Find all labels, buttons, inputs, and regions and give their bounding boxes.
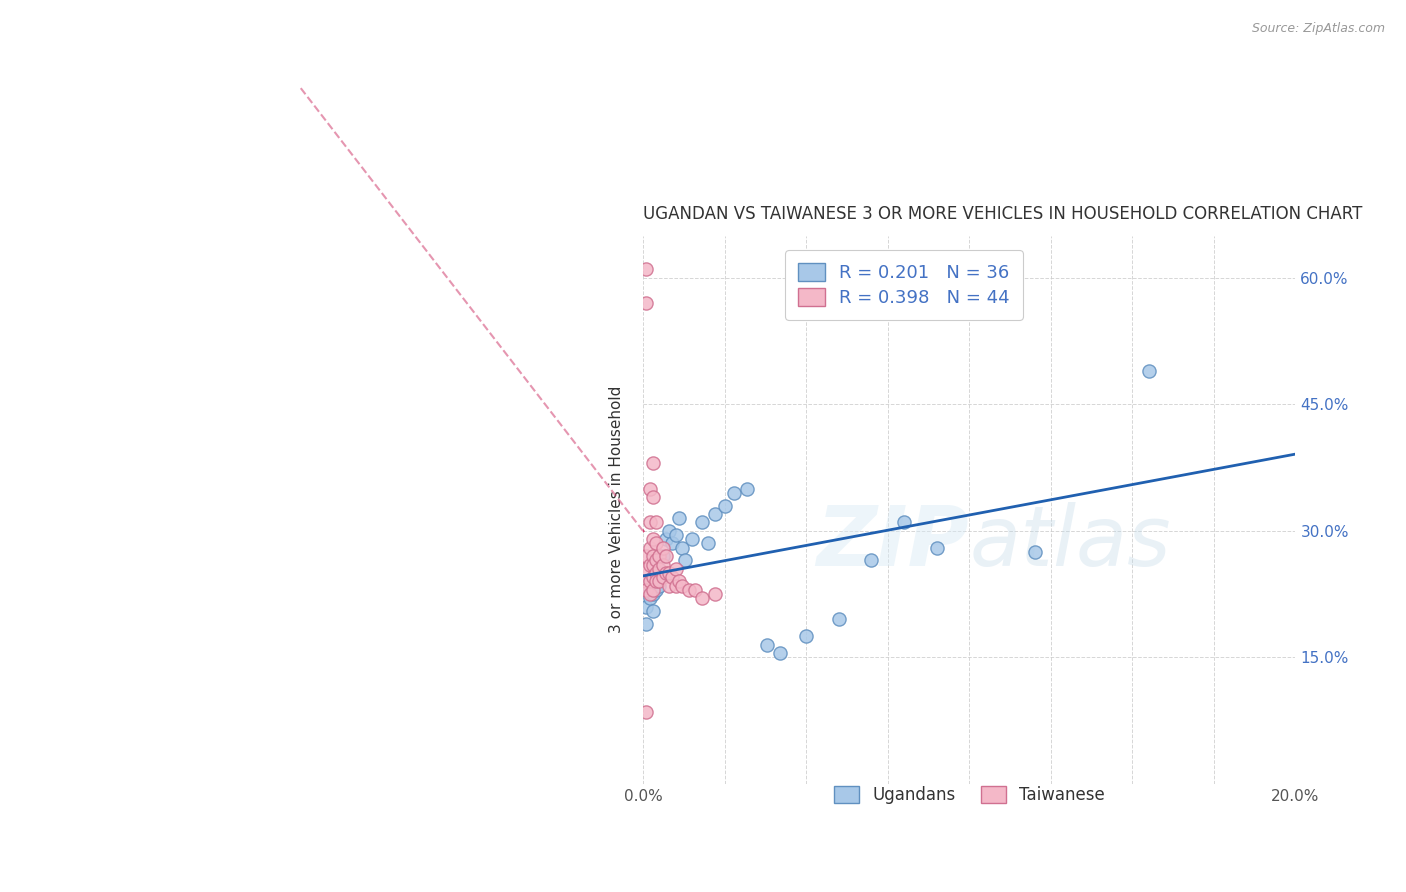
Point: [638, 574, 661, 589]
Point: [685, 582, 707, 597]
Point: [713, 499, 735, 513]
Legend: Ugandans, Taiwanese: Ugandans, Taiwanese: [824, 775, 1115, 814]
Point: [648, 574, 671, 589]
Text: UGANDAN VS TAIWANESE 3 OR MORE VEHICLES IN HOUSEHOLD CORRELATION CHART: UGANDAN VS TAIWANESE 3 OR MORE VEHICLES …: [643, 205, 1362, 223]
Point: [658, 579, 681, 593]
Point: [690, 591, 713, 606]
Point: [668, 511, 690, 525]
Point: [794, 629, 817, 643]
Point: [638, 591, 661, 606]
Point: [681, 533, 703, 547]
Point: [641, 570, 664, 584]
Point: [638, 574, 661, 589]
Y-axis label: 3 or more Vehicles in Household: 3 or more Vehicles in Household: [609, 386, 624, 633]
Point: [636, 574, 658, 589]
Point: [638, 587, 661, 601]
Point: [651, 541, 673, 555]
Point: [658, 566, 681, 580]
Point: [665, 528, 688, 542]
Point: [651, 558, 673, 572]
Point: [860, 553, 883, 567]
Point: [636, 599, 658, 614]
Point: [668, 574, 690, 589]
Point: [636, 262, 658, 277]
Point: [655, 566, 678, 580]
Point: [645, 582, 668, 597]
Point: [661, 536, 683, 550]
Point: [690, 516, 713, 530]
Point: [638, 558, 661, 572]
Point: [828, 612, 851, 626]
Point: [678, 582, 700, 597]
Point: [636, 582, 658, 597]
Point: [756, 638, 779, 652]
Point: [641, 533, 664, 547]
Point: [638, 516, 661, 530]
Point: [641, 570, 664, 584]
Point: [636, 705, 658, 719]
Point: [651, 549, 673, 563]
Point: [671, 541, 693, 555]
Point: [641, 490, 664, 504]
Point: [675, 553, 697, 567]
Point: [636, 549, 658, 563]
Point: [665, 562, 688, 576]
Point: [641, 582, 664, 597]
Point: [671, 579, 693, 593]
Point: [645, 558, 668, 572]
Point: [638, 541, 661, 555]
Point: [641, 456, 664, 470]
Text: Source: ZipAtlas.com: Source: ZipAtlas.com: [1251, 22, 1385, 36]
Point: [925, 541, 948, 555]
Point: [723, 486, 745, 500]
Point: [638, 482, 661, 496]
Point: [641, 604, 664, 618]
Point: [893, 516, 915, 530]
Point: [645, 536, 668, 550]
Text: ZIP: ZIP: [817, 502, 969, 583]
Point: [703, 507, 725, 521]
Point: [665, 579, 688, 593]
Point: [703, 587, 725, 601]
Point: [645, 566, 668, 580]
Point: [645, 553, 668, 567]
Point: [661, 570, 683, 584]
Point: [1024, 545, 1046, 559]
Point: [641, 587, 664, 601]
Point: [636, 562, 658, 576]
Point: [648, 579, 671, 593]
Point: [655, 549, 678, 563]
Point: [648, 549, 671, 563]
Point: [737, 482, 759, 496]
Point: [1137, 364, 1160, 378]
Point: [641, 558, 664, 572]
Point: [648, 566, 671, 580]
Point: [645, 516, 668, 530]
Point: [645, 574, 668, 589]
Point: [641, 549, 664, 563]
Point: [636, 296, 658, 310]
Point: [769, 646, 792, 660]
Point: [658, 524, 681, 538]
Text: atlas: atlas: [969, 502, 1171, 583]
Point: [655, 533, 678, 547]
Point: [636, 582, 658, 597]
Point: [648, 562, 671, 576]
Point: [697, 536, 720, 550]
Point: [651, 570, 673, 584]
Point: [636, 616, 658, 631]
